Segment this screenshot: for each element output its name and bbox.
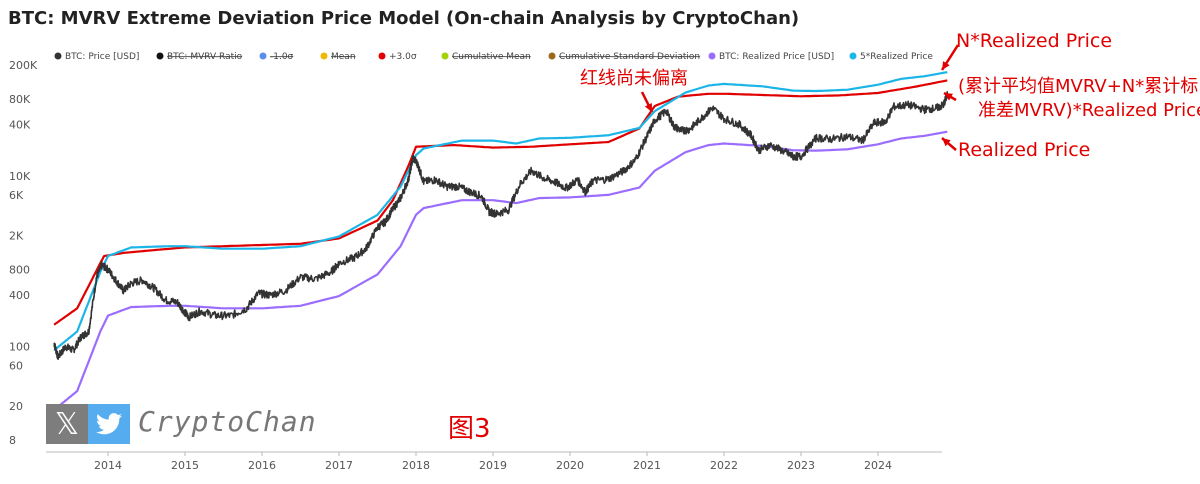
y-tick-label: 100 <box>9 340 30 353</box>
annotation-arrow-middle <box>943 91 957 102</box>
legend-label: 5*Realized Price <box>860 52 933 62</box>
x-tick-label: 2017 <box>325 459 353 472</box>
x-tick-label: 2016 <box>248 459 276 472</box>
legend-marker <box>378 52 386 60</box>
legend-marker <box>708 52 716 60</box>
brand-watermark: CryptoChan <box>138 405 317 438</box>
annotation-arrow-note <box>640 91 654 113</box>
y-axis: 8 20 60 100 400 800 2K 6K 10K 40K 80K 200K <box>9 59 38 447</box>
figure-label: 图3 <box>448 414 491 444</box>
x-logo-icon: 𝕏 <box>46 404 88 444</box>
x-tick-label: 2015 <box>171 459 199 472</box>
y-tick-label: 80K <box>9 93 31 106</box>
x-tick-label: 2023 <box>787 459 815 472</box>
legend-item[interactable]: 5*Realized Price <box>849 52 934 62</box>
legend-marker <box>54 52 62 60</box>
annotation-arrow-top <box>940 44 960 71</box>
annotation-mvrv-formula-line2: 准差MVRV)*Realized Price <box>978 100 1200 121</box>
y-tick-label: 20 <box>9 400 23 413</box>
x-tick-label: 2014 <box>94 459 122 472</box>
x-tick-label: 2024 <box>864 459 892 472</box>
legend-label: -1.0σ <box>270 52 294 62</box>
legend-marker <box>441 52 449 60</box>
x-tick-label: 2019 <box>479 459 507 472</box>
annotation-n-realized-price: N*Realized Price <box>956 30 1112 52</box>
legend-marker <box>259 52 267 60</box>
x-logo-glyph: 𝕏 <box>54 406 80 442</box>
legend-label: BTC: Realized Price [USD] <box>719 52 834 62</box>
chart-title: BTC: MVRV Extreme Deviation Price Model … <box>8 8 800 29</box>
legend-label: BTC: Price [USD] <box>65 52 139 62</box>
y-tick-label: 6K <box>9 189 24 202</box>
series-line-5-realized-price <box>53 71 948 352</box>
x-tick-label: 2022 <box>710 459 738 472</box>
legend-item[interactable]: -1.0σ <box>259 52 294 62</box>
y-tick-label: 10K <box>9 170 31 183</box>
twitter-bird-icon <box>88 404 130 444</box>
y-tick-label: 2K <box>9 230 24 243</box>
annotation-layer: N*Realized Price (累计平均值MVRV+N*累计标准差MVRV)*… <box>580 30 1200 161</box>
y-tick-label: 400 <box>9 289 30 302</box>
annotation-red-line-note: 红线尚未偏离 <box>580 68 688 89</box>
y-tick-label: 60 <box>9 359 23 372</box>
legend-item[interactable]: BTC: Price [USD] <box>54 52 140 62</box>
x-tick-label: 2018 <box>402 459 430 472</box>
legend-marker <box>849 52 857 60</box>
legend-label: Mean <box>331 52 356 62</box>
legend-item[interactable]: +3.0σ <box>378 52 417 62</box>
social-watermark: 𝕏 <box>46 404 130 444</box>
legend-item[interactable]: BTC: MVRV Ratio <box>156 52 243 62</box>
y-tick-label: 200K <box>9 59 38 72</box>
series-line-btc-price-usd- <box>53 91 949 360</box>
legend-label: Cumulative Standard Deviation <box>559 52 700 62</box>
annotation-arrow-bottom <box>941 137 957 151</box>
series-line--3-0- <box>53 79 948 326</box>
series-line-btc-realized-price-usd- <box>53 130 948 411</box>
series-layer <box>53 71 949 411</box>
legend-item[interactable]: Mean <box>320 52 356 62</box>
legend-marker <box>320 52 328 60</box>
legend: BTC: Price [USD] BTC: MVRV Ratio -1.0σ Mean… <box>54 52 934 62</box>
legend-marker <box>156 52 164 60</box>
x-axis: 2014 2015 2016 2017 2018 2019 2020 2021 2022 2023… <box>46 451 942 472</box>
legend-label: +3.0σ <box>389 52 417 62</box>
legend-item[interactable]: Cumulative Standard Deviation <box>548 52 701 62</box>
annotation-realized-price: Realized Price <box>958 139 1090 161</box>
y-tick-label: 800 <box>9 263 30 276</box>
x-tick-label: 2020 <box>556 459 584 472</box>
legend-item[interactable]: BTC: Realized Price [USD] <box>708 52 835 62</box>
legend-label: Cumulative Mean <box>452 52 531 62</box>
y-tick-label: 40K <box>9 119 31 132</box>
y-tick-label: 8 <box>9 434 16 447</box>
legend-item[interactable]: Cumulative Mean <box>441 52 531 62</box>
legend-marker <box>548 52 556 60</box>
legend-label: BTC: MVRV Ratio <box>167 52 243 62</box>
x-tick-label: 2021 <box>633 459 661 472</box>
annotation-mvrv-formula-line1: (累计平均值MVRV+N*累计标 <box>958 76 1198 97</box>
